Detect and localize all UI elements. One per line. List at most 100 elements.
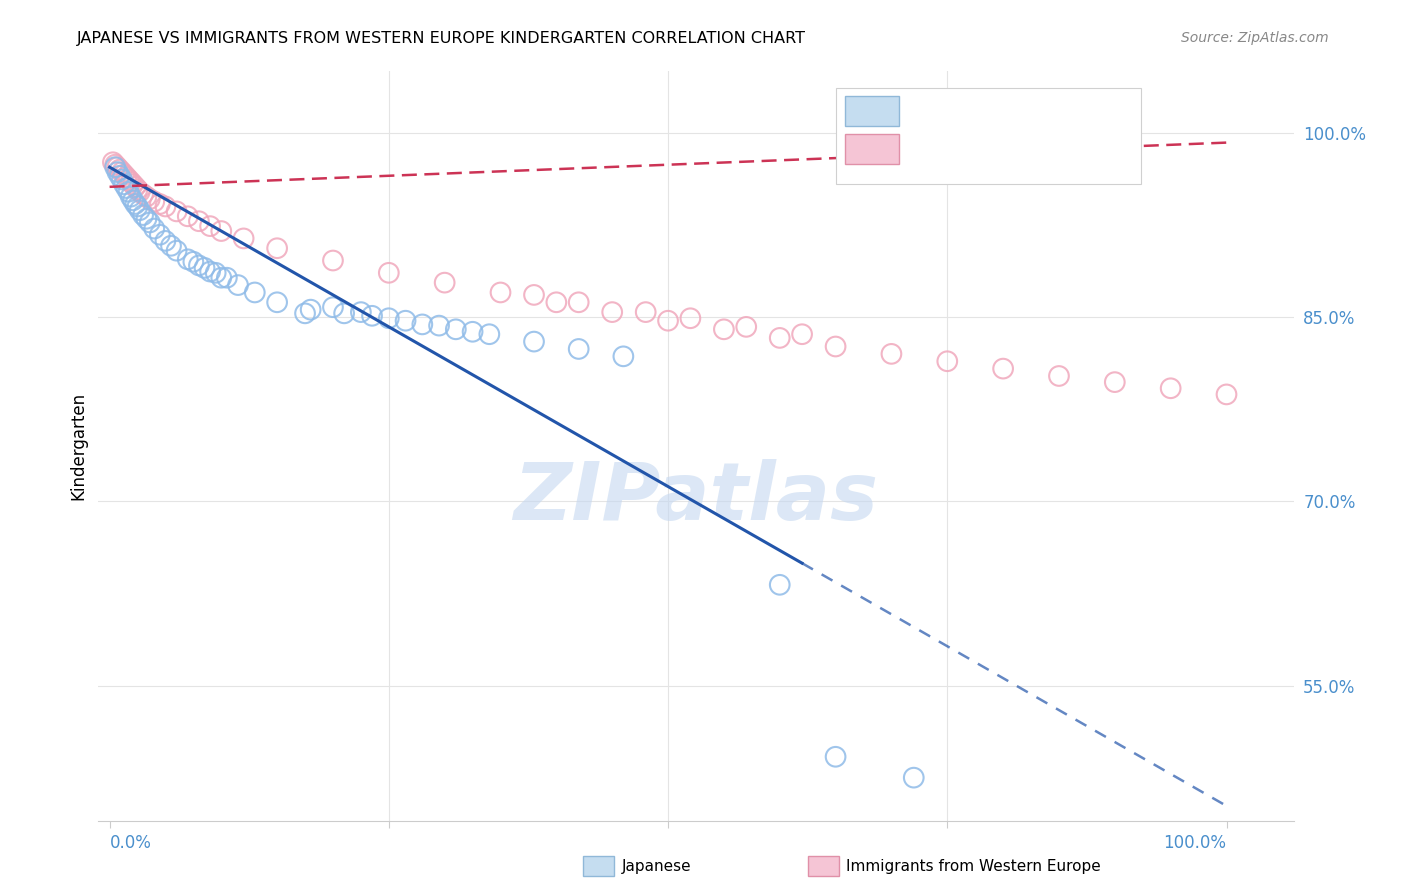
Point [187, 259, 209, 273]
Point [111, 165, 134, 179]
Point [107, 165, 129, 179]
Text: N =: N = [1036, 101, 1077, 119]
Point [209, 270, 232, 285]
Text: 100.0%: 100.0% [1164, 834, 1226, 853]
Point [104, 158, 127, 172]
Point [120, 189, 142, 203]
Point [160, 239, 183, 253]
Point [132, 208, 155, 222]
Point [166, 204, 188, 219]
Text: ZIPatlas: ZIPatlas [513, 459, 879, 538]
FancyBboxPatch shape [845, 96, 900, 126]
FancyBboxPatch shape [845, 134, 900, 163]
Point [232, 231, 254, 245]
Point [187, 214, 209, 228]
Point [361, 309, 384, 323]
Point [112, 178, 135, 192]
Point [612, 349, 634, 363]
Text: R =: R = [911, 101, 950, 119]
Point [903, 771, 925, 785]
Point [523, 334, 546, 349]
Text: N =: N = [1036, 138, 1077, 156]
Point [936, 354, 959, 368]
Point [108, 169, 131, 183]
Text: 0.0%: 0.0% [110, 834, 152, 853]
Point [127, 199, 149, 213]
Point [411, 318, 433, 332]
Point [790, 327, 813, 342]
Point [149, 227, 172, 242]
Point [634, 305, 657, 319]
Point [124, 179, 146, 194]
Point [198, 264, 221, 278]
Point [204, 266, 226, 280]
Point [394, 314, 416, 328]
Point [111, 172, 134, 186]
Point [177, 252, 200, 267]
Text: Immigrants from Western Europe: Immigrants from Western Europe [846, 859, 1101, 873]
Point [600, 305, 623, 319]
Point [657, 314, 679, 328]
Point [880, 347, 903, 361]
Point [112, 168, 135, 182]
Point [461, 325, 484, 339]
Point [427, 318, 450, 333]
Point [713, 322, 735, 336]
Point [1215, 387, 1237, 401]
Point [115, 181, 138, 195]
Point [322, 300, 344, 314]
Point [177, 209, 200, 223]
Point [198, 219, 221, 234]
Text: Japanese: Japanese [621, 859, 692, 873]
Point [139, 215, 162, 229]
Point [243, 285, 266, 300]
Point [166, 244, 188, 258]
Point [104, 160, 127, 174]
Point [322, 253, 344, 268]
Point [135, 211, 157, 226]
Point [155, 199, 177, 213]
Point [143, 221, 166, 235]
Text: 49: 49 [1083, 138, 1102, 156]
Point [824, 339, 846, 353]
Point [128, 185, 150, 199]
FancyBboxPatch shape [835, 87, 1140, 184]
Point [568, 342, 591, 356]
Point [769, 331, 792, 345]
Point [139, 192, 162, 206]
Point [122, 194, 145, 208]
Text: JAPANESE VS IMMIGRANTS FROM WESTERN EUROPE KINDERGARTEN CORRELATION CHART: JAPANESE VS IMMIGRANTS FROM WESTERN EURO… [77, 31, 806, 46]
Text: R =: R = [911, 138, 950, 156]
Point [115, 169, 138, 184]
Point [444, 322, 467, 336]
Point [135, 189, 157, 203]
Point [226, 278, 249, 293]
Point [350, 305, 373, 319]
Point [333, 306, 356, 320]
Point [132, 187, 155, 202]
Point [215, 270, 238, 285]
Point [108, 162, 131, 177]
Point [266, 295, 288, 310]
Text: 50: 50 [1083, 101, 1102, 119]
Point [143, 194, 166, 209]
Point [568, 295, 591, 310]
Point [299, 302, 322, 317]
Point [101, 155, 124, 169]
Point [433, 276, 456, 290]
Y-axis label: Kindergarten: Kindergarten [69, 392, 87, 500]
Point [378, 311, 401, 326]
Point [1047, 369, 1070, 384]
Point [378, 266, 401, 280]
Point [209, 224, 232, 238]
Point [155, 234, 177, 248]
Point [546, 295, 568, 310]
Point [120, 175, 142, 189]
Text: -0.670: -0.670 [956, 101, 1017, 119]
Point [127, 182, 149, 196]
Point [1104, 375, 1126, 389]
Point [124, 197, 146, 211]
Point [489, 285, 512, 300]
Point [122, 178, 145, 192]
Point [735, 319, 758, 334]
